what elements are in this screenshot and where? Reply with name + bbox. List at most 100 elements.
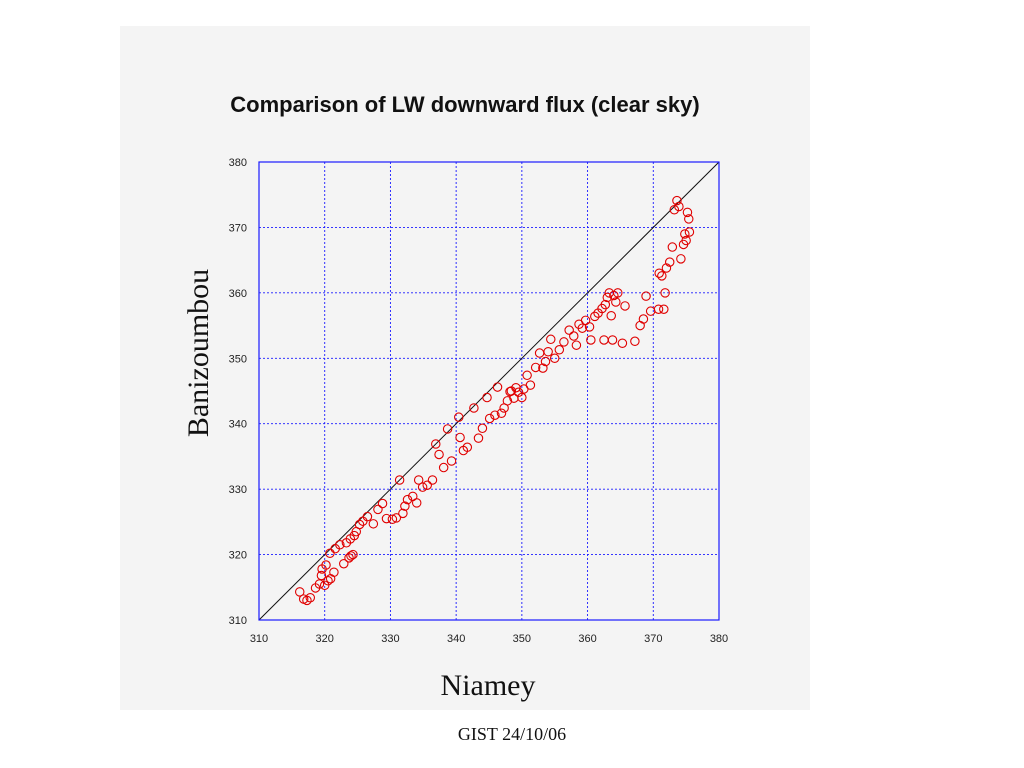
data-point xyxy=(422,480,432,490)
y-tick-label: 360 xyxy=(229,288,247,300)
data-point xyxy=(620,301,630,311)
data-point xyxy=(391,513,402,523)
data-point xyxy=(316,570,327,581)
data-point xyxy=(602,292,613,303)
data-point xyxy=(540,356,551,367)
reference-line-group xyxy=(258,161,720,621)
data-point xyxy=(617,338,628,348)
data-point xyxy=(446,456,457,466)
data-point xyxy=(454,412,464,422)
data-point xyxy=(411,498,422,508)
data-point xyxy=(638,314,649,324)
data-point xyxy=(339,558,349,569)
data-point xyxy=(653,304,664,314)
data-point xyxy=(381,513,392,524)
data-point xyxy=(417,482,428,492)
data-point xyxy=(674,201,684,212)
data-point xyxy=(599,335,609,345)
data-point xyxy=(477,423,488,434)
data-point xyxy=(530,362,541,373)
chart-title: Comparison of LW downward flux (clear sk… xyxy=(230,92,700,117)
data-point xyxy=(546,334,556,345)
x-tick-label: 380 xyxy=(710,633,728,645)
data-point xyxy=(462,442,473,453)
x-tick-label: 310 xyxy=(250,633,268,645)
data-point xyxy=(681,235,691,246)
data-point xyxy=(490,410,500,420)
x-tick-label: 350 xyxy=(513,633,531,645)
data-point xyxy=(305,593,316,603)
data-point xyxy=(473,433,484,443)
x-tick-label: 320 xyxy=(316,633,334,645)
data-point xyxy=(394,475,405,485)
footer-text: GIST 24/10/06 xyxy=(457,724,567,744)
data-point xyxy=(564,325,574,335)
data-point xyxy=(348,549,358,560)
data-point xyxy=(534,348,545,358)
data-point xyxy=(513,387,524,398)
plot-frame xyxy=(258,161,720,621)
scatter-plot: 310 320 330 340 350 360 370 380 310 320 330 340 350 3… xyxy=(229,157,729,645)
data-point xyxy=(373,504,383,515)
data-point xyxy=(387,514,398,524)
data-point xyxy=(606,311,616,321)
tick-labels: 310 320 330 340 350 360 370 380 310 320 330 340 350 3… xyxy=(229,157,729,645)
x-tick-label: 330 xyxy=(381,633,399,645)
data-point xyxy=(321,560,331,570)
data-point xyxy=(400,501,410,511)
data-point xyxy=(431,439,441,449)
y-tick-label: 340 xyxy=(229,419,247,431)
data-point xyxy=(329,567,339,577)
data-point xyxy=(657,271,667,281)
data-point xyxy=(325,548,335,559)
data-point xyxy=(590,311,600,322)
x-tick-label: 370 xyxy=(644,633,662,645)
data-point xyxy=(676,254,686,264)
data-point xyxy=(469,403,479,413)
data-point xyxy=(502,396,513,406)
identity-line xyxy=(258,161,720,621)
y-tick-label: 350 xyxy=(229,353,247,365)
data-point xyxy=(611,297,621,307)
data-point xyxy=(554,345,565,355)
data-point xyxy=(682,207,693,218)
data-point xyxy=(584,322,595,332)
x-axis-label: Niamey xyxy=(440,669,536,702)
data-point xyxy=(368,519,379,529)
data-point xyxy=(543,346,553,357)
data-point xyxy=(571,340,582,350)
data-point xyxy=(667,242,678,252)
data-point xyxy=(325,574,336,584)
data-point xyxy=(684,227,695,237)
data-point xyxy=(607,335,618,345)
data-point xyxy=(482,392,492,403)
x-tick-label: 360 xyxy=(578,633,596,645)
data-point xyxy=(335,540,345,550)
data-point xyxy=(525,380,536,390)
data-point xyxy=(664,257,675,267)
x-tick-label: 340 xyxy=(447,633,465,645)
data-point xyxy=(522,370,532,381)
data-point xyxy=(630,336,640,347)
y-tick-label: 310 xyxy=(229,615,247,627)
data-point xyxy=(586,335,596,345)
data-point xyxy=(346,551,356,561)
data-point xyxy=(294,587,305,597)
data-point xyxy=(377,498,388,509)
data-point xyxy=(659,304,669,314)
data-point xyxy=(323,575,333,586)
data-point xyxy=(398,508,408,519)
data-point xyxy=(549,353,560,364)
data-point xyxy=(484,413,495,424)
data-point xyxy=(538,363,548,373)
data-point xyxy=(661,263,672,273)
data-point xyxy=(354,519,365,530)
data-point xyxy=(438,462,449,473)
data-point xyxy=(569,331,579,341)
y-tick-label: 380 xyxy=(229,157,247,169)
data-point xyxy=(302,595,312,606)
data-point xyxy=(635,320,645,331)
data-point xyxy=(660,288,670,298)
data-point xyxy=(402,494,413,505)
data-point xyxy=(455,432,465,443)
